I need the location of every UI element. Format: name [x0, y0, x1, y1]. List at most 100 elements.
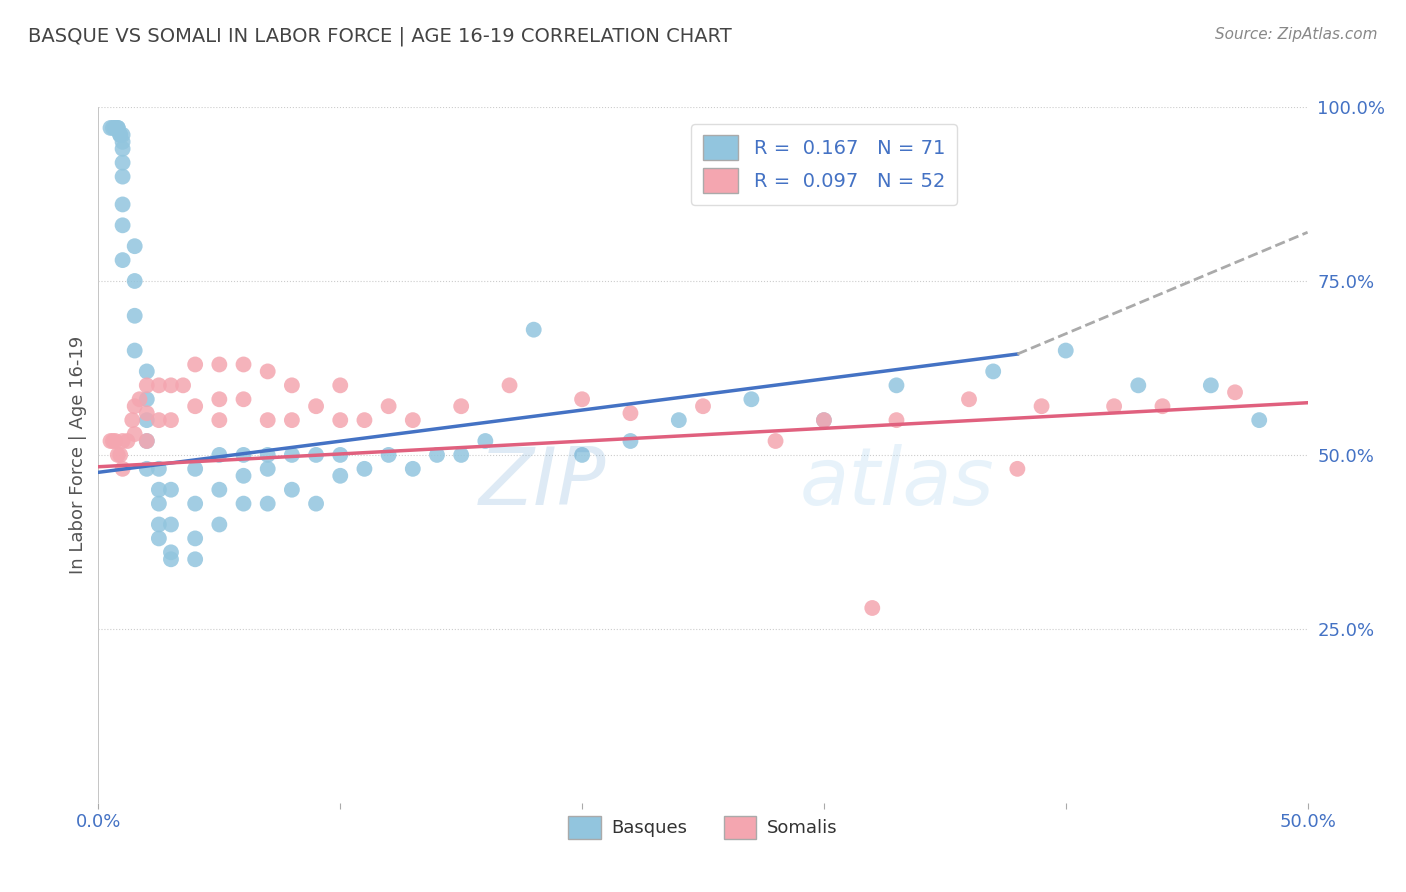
Point	[124, 343, 146, 358]
Point	[160, 517, 183, 532]
Point	[107, 120, 129, 135]
Point	[148, 483, 170, 497]
Point	[111, 434, 134, 448]
Point	[148, 497, 170, 511]
Point	[813, 413, 835, 427]
Point	[104, 120, 127, 135]
Point	[474, 434, 496, 448]
Point	[160, 413, 183, 427]
Point	[256, 448, 278, 462]
Point	[111, 128, 134, 142]
Point	[1007, 462, 1029, 476]
Point	[353, 413, 375, 427]
Point	[305, 448, 328, 462]
Point	[281, 483, 304, 497]
Point	[111, 462, 134, 476]
Point	[124, 239, 146, 253]
Point	[571, 392, 593, 407]
Point	[256, 497, 278, 511]
Point	[305, 399, 328, 413]
Point	[402, 462, 425, 476]
Point	[160, 545, 183, 559]
Point	[281, 378, 304, 392]
Point	[111, 142, 134, 156]
Point	[329, 468, 352, 483]
Point	[121, 413, 143, 427]
Point	[281, 448, 304, 462]
Point	[498, 378, 520, 392]
Point	[135, 462, 157, 476]
Point	[232, 392, 254, 407]
Text: BASQUE VS SOMALI IN LABOR FORCE | AGE 16-19 CORRELATION CHART: BASQUE VS SOMALI IN LABOR FORCE | AGE 16…	[28, 27, 733, 46]
Point	[148, 462, 170, 476]
Point	[124, 274, 146, 288]
Point	[1031, 399, 1053, 413]
Text: atlas: atlas	[800, 443, 994, 522]
Point	[668, 413, 690, 427]
Point	[107, 120, 129, 135]
Point	[135, 378, 157, 392]
Point	[957, 392, 980, 407]
Point	[148, 413, 170, 427]
Point	[450, 399, 472, 413]
Point	[184, 497, 207, 511]
Point	[256, 462, 278, 476]
Point	[886, 378, 908, 392]
Point	[148, 517, 170, 532]
Point	[981, 364, 1004, 378]
Point	[111, 253, 134, 268]
Point	[1102, 399, 1125, 413]
Point	[104, 434, 127, 448]
Point	[160, 483, 183, 497]
Point	[111, 169, 134, 184]
Point	[377, 399, 399, 413]
Point	[329, 413, 352, 427]
Point	[208, 448, 231, 462]
Point	[232, 468, 254, 483]
Point	[101, 120, 124, 135]
Point	[450, 448, 472, 462]
Point	[1054, 343, 1077, 358]
Point	[329, 378, 352, 392]
Point	[184, 462, 207, 476]
Point	[184, 399, 207, 413]
Point	[208, 483, 231, 497]
Point	[184, 552, 207, 566]
Point	[619, 434, 641, 448]
Y-axis label: In Labor Force | Age 16-19: In Labor Force | Age 16-19	[69, 335, 87, 574]
Point	[740, 392, 762, 407]
Point	[124, 427, 146, 442]
Point	[305, 497, 328, 511]
Point	[281, 413, 304, 427]
Point	[1199, 378, 1222, 392]
Point	[1249, 413, 1271, 427]
Point	[124, 399, 146, 413]
Point	[108, 128, 131, 142]
Point	[208, 358, 231, 372]
Point	[135, 364, 157, 378]
Point	[135, 434, 157, 448]
Point	[111, 135, 134, 149]
Point	[135, 406, 157, 420]
Point	[148, 378, 170, 392]
Point	[111, 155, 134, 169]
Point	[860, 601, 883, 615]
Point	[117, 434, 139, 448]
Point	[377, 448, 399, 462]
Point	[1128, 378, 1150, 392]
Text: ZIP: ZIP	[479, 443, 606, 522]
Point	[128, 392, 150, 407]
Point	[232, 448, 254, 462]
Point	[232, 497, 254, 511]
Point	[886, 413, 908, 427]
Point	[208, 392, 231, 407]
Point	[765, 434, 787, 448]
Point	[813, 413, 835, 427]
Point	[148, 532, 170, 546]
Point	[1223, 385, 1246, 400]
Point	[104, 120, 127, 135]
Point	[571, 448, 593, 462]
Point	[619, 406, 641, 420]
Point	[1152, 399, 1174, 413]
Point	[402, 413, 425, 427]
